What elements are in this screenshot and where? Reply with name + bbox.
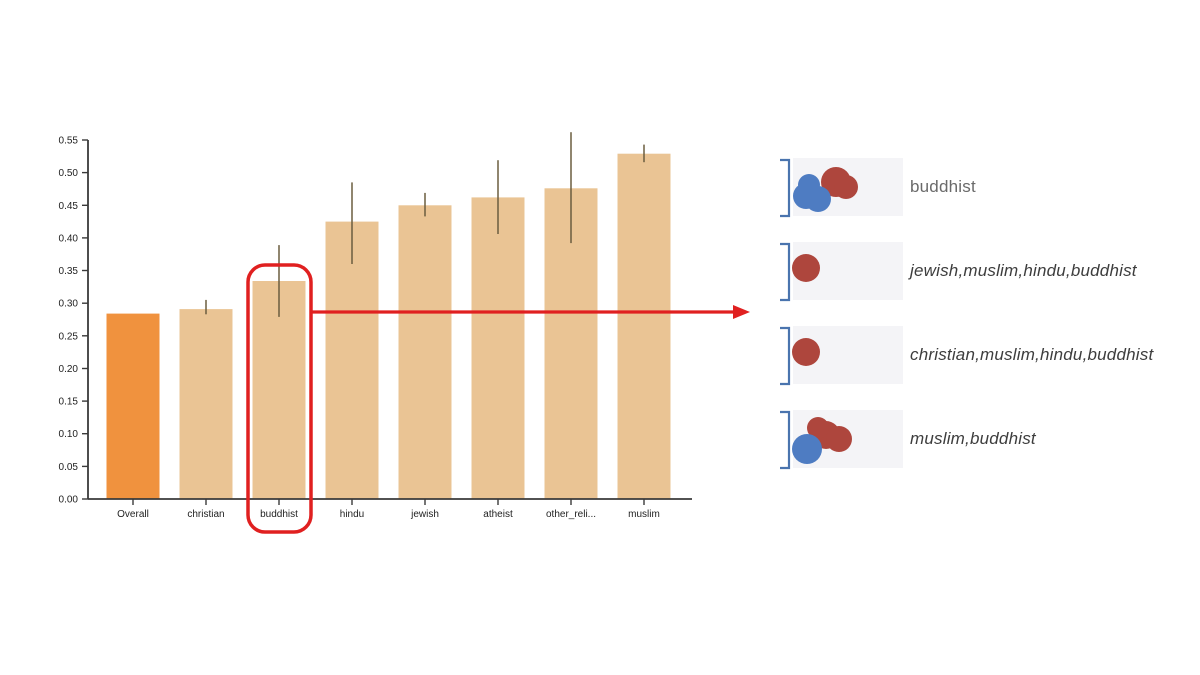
cluster-row: christian,muslim,hindu,buddhist — [778, 324, 1153, 386]
bracket-icon — [780, 158, 791, 218]
svg-text:0.45: 0.45 — [59, 201, 79, 212]
cluster-row: jewish,muslim,hindu,buddhist — [778, 240, 1137, 302]
svg-text:0.40: 0.40 — [59, 233, 79, 244]
cluster-icon — [780, 326, 903, 386]
svg-text:atheist: atheist — [483, 509, 513, 520]
cluster-label: buddhist — [910, 177, 976, 196]
bracket-icon — [780, 410, 791, 470]
cluster-icon — [780, 242, 903, 302]
svg-text:christian: christian — [187, 509, 224, 520]
cluster-row: buddhist — [778, 156, 976, 218]
svg-text:buddhist: buddhist — [260, 509, 298, 520]
svg-text:0.30: 0.30 — [59, 299, 79, 310]
svg-text:Overall: Overall — [117, 509, 149, 520]
svg-text:0.10: 0.10 — [59, 429, 79, 440]
cluster-icon — [780, 410, 903, 470]
svg-text:other_reli...: other_reli... — [546, 509, 596, 520]
cluster-label: jewish,muslim,hindu,buddhist — [910, 261, 1137, 280]
svg-text:0.25: 0.25 — [59, 331, 79, 342]
svg-text:0.05: 0.05 — [59, 462, 79, 473]
svg-text:hindu: hindu — [340, 509, 364, 520]
cluster-icon — [780, 158, 903, 218]
svg-text:jewish: jewish — [410, 509, 439, 520]
svg-text:0.55: 0.55 — [59, 136, 79, 147]
svg-text:0.50: 0.50 — [59, 168, 79, 179]
svg-text:0.20: 0.20 — [59, 364, 79, 375]
bracket-icon — [780, 242, 791, 302]
cluster-label: muslim,buddhist — [910, 429, 1036, 448]
svg-text:0.35: 0.35 — [59, 266, 79, 277]
cluster-row: muslim,buddhist — [778, 408, 1036, 470]
cluster-label: christian,muslim,hindu,buddhist — [910, 345, 1154, 364]
svg-text:0.15: 0.15 — [59, 397, 79, 408]
bracket-icon — [780, 326, 791, 386]
svg-text:muslim: muslim — [628, 509, 660, 520]
svg-text:0.00: 0.00 — [59, 495, 79, 506]
